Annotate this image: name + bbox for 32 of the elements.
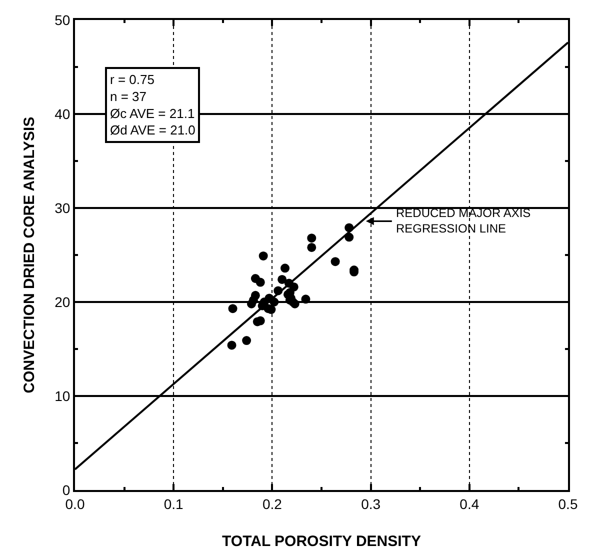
point [258, 251, 268, 260]
y-axis-title: CONVECTION DRIED CORE ANALYSIS [21, 116, 38, 394]
point [289, 282, 298, 292]
x-tick-label: 0.4 [460, 496, 480, 512]
annotation: Ød AVE = 21.0 [110, 122, 196, 138]
y-tick-label: 50 [54, 12, 70, 28]
point [256, 278, 265, 287]
annotation: REDUCED MAJOR AXIS REGRESSION LINE [396, 206, 531, 236]
x-tick-label: 0.1 [164, 496, 184, 512]
point [227, 340, 236, 350]
y-tick-label: 20 [54, 294, 70, 310]
point [280, 264, 290, 273]
x-tick-label: 0.2 [262, 496, 282, 512]
y-tick-label: 30 [54, 200, 70, 216]
point [248, 296, 258, 305]
point [278, 274, 287, 284]
point [242, 336, 252, 346]
x-tick-label: 0.5 [558, 496, 578, 512]
point [307, 234, 316, 243]
point [301, 294, 310, 304]
x-axis-title: TOTAL POROSITY DENSITY [222, 533, 421, 550]
point [330, 257, 340, 266]
point [307, 242, 316, 252]
y-tick-label: 40 [54, 106, 70, 122]
point [228, 304, 238, 314]
annotation: r = 0.75 [110, 72, 154, 87]
y-tick-label: 10 [54, 388, 70, 404]
annotation: n = 37 [110, 88, 147, 104]
x-tick-label: 0.3 [361, 496, 381, 512]
annotation: Øc AVE = 21.1 [110, 106, 195, 121]
y-tick-label: 0 [62, 482, 70, 498]
x-tick-label: 0.0 [65, 496, 85, 512]
